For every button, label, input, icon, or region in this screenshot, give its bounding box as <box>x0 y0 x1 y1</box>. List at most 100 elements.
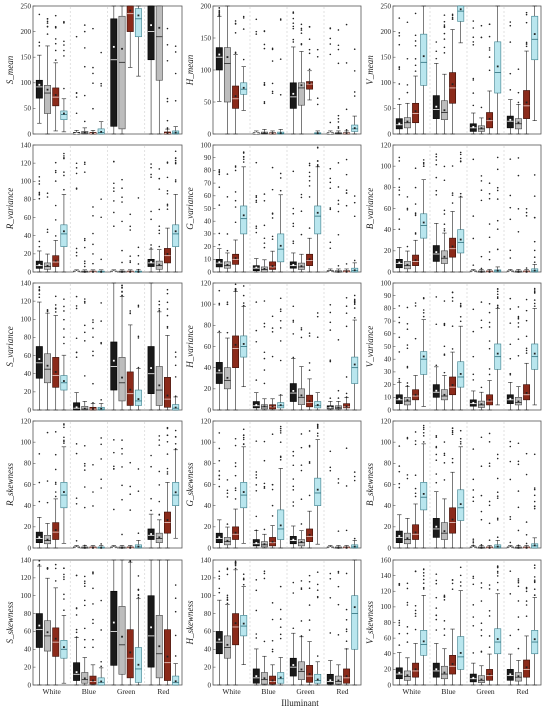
box-mean-marker <box>422 492 425 495</box>
outlier-point <box>414 495 417 498</box>
outlier-point <box>406 587 409 590</box>
outlier-point <box>488 35 491 38</box>
outlier-point <box>83 646 86 649</box>
outlier-point <box>46 196 49 198</box>
y-tick-label: 60 <box>24 628 32 636</box>
outlier-point <box>54 468 57 471</box>
outlier-point <box>316 596 319 599</box>
outlier-point <box>92 463 94 466</box>
outlier-point <box>263 30 266 32</box>
outlier-point <box>525 211 528 214</box>
outlier-point <box>308 68 311 71</box>
outlier-point <box>46 501 49 504</box>
box-mean-marker <box>337 679 340 682</box>
panel-frame <box>212 144 362 273</box>
outlier-point <box>75 96 78 98</box>
outlier-point <box>271 433 274 436</box>
y-tick-label: 120 <box>381 588 392 596</box>
outlier-point <box>406 582 409 585</box>
outlier-point <box>496 519 499 521</box>
outlier-point <box>337 478 340 480</box>
box-iqr <box>232 613 240 646</box>
y-tick-label: 100 <box>381 603 392 611</box>
outlier-point <box>292 489 295 491</box>
outlier-point <box>329 27 332 30</box>
outlier-point <box>166 308 169 310</box>
outlier-point <box>509 322 512 324</box>
outlier-point <box>443 479 446 481</box>
outlier-point <box>129 213 132 216</box>
outlier-point <box>158 309 161 312</box>
box-mean-marker <box>46 364 49 367</box>
outlier-point <box>300 27 303 30</box>
outlier-point <box>488 462 491 465</box>
outlier-point <box>443 228 446 230</box>
outlier-point <box>83 171 86 173</box>
outlier-point <box>459 443 462 445</box>
outlier-point <box>54 38 57 40</box>
outlier-point <box>496 453 499 456</box>
outlier-point <box>54 59 57 61</box>
outlier-point <box>435 473 438 475</box>
outlier-point <box>398 470 401 473</box>
box-mean-marker <box>509 118 512 121</box>
box-iqr <box>449 507 457 534</box>
box-mean-marker <box>166 519 169 521</box>
box-mean-marker <box>517 546 520 549</box>
outlier-point <box>263 193 266 195</box>
outlier-point <box>398 194 401 196</box>
outlier-point <box>226 599 229 602</box>
outlier-point <box>525 215 528 217</box>
outlier-point <box>308 629 311 631</box>
outlier-point <box>75 337 78 340</box>
box-iqr <box>457 489 465 521</box>
outlier-point <box>38 453 41 455</box>
outlier-point <box>459 195 462 198</box>
outlier-point <box>509 518 512 521</box>
y-tick-label: 20 <box>24 523 32 531</box>
outlier-point <box>406 437 409 440</box>
outlier-point <box>150 218 152 221</box>
outlier-point <box>308 574 311 577</box>
box-mean-marker <box>496 269 499 272</box>
outlier-point <box>63 440 65 443</box>
outlier-point <box>480 255 483 258</box>
box-mean-marker <box>316 488 319 491</box>
outlier-point <box>271 331 274 333</box>
outlier-point <box>509 72 512 75</box>
outlier-point <box>398 619 401 622</box>
outlier-point <box>174 356 177 358</box>
y-tick-label: 40 <box>384 650 392 658</box>
outlier-point <box>137 335 140 338</box>
outlier-point <box>398 178 401 180</box>
outlier-point <box>472 577 475 579</box>
outlier-point <box>174 157 177 160</box>
box-mean-marker <box>158 536 161 539</box>
outlier-point <box>451 192 454 194</box>
box-mean-marker <box>509 546 512 549</box>
box-iqr <box>289 383 297 402</box>
outlier-point <box>92 262 94 265</box>
outlier-point <box>166 43 169 46</box>
outlier-point <box>525 452 528 455</box>
outlier-point <box>166 427 169 430</box>
outlier-point <box>226 568 229 571</box>
outlier-point <box>279 297 282 300</box>
outlier-point <box>422 582 425 584</box>
box-iqr <box>457 229 465 254</box>
outlier-point <box>422 426 425 429</box>
box-mean-marker <box>166 253 169 255</box>
y-tick-label: 160 <box>381 556 392 564</box>
y-tick-label: 80 <box>384 184 392 192</box>
outlier-point <box>75 356 78 359</box>
outlier-point <box>496 219 499 222</box>
box-mean-marker <box>353 269 356 272</box>
outlier-point <box>316 423 319 426</box>
outlier-point <box>263 572 266 575</box>
outlier-point <box>329 304 332 306</box>
outlier-point <box>75 540 78 542</box>
outlier-point <box>83 580 86 582</box>
outlier-point <box>54 204 57 207</box>
x-category-label: Blue <box>441 687 456 696</box>
box-mean-marker <box>137 398 140 400</box>
